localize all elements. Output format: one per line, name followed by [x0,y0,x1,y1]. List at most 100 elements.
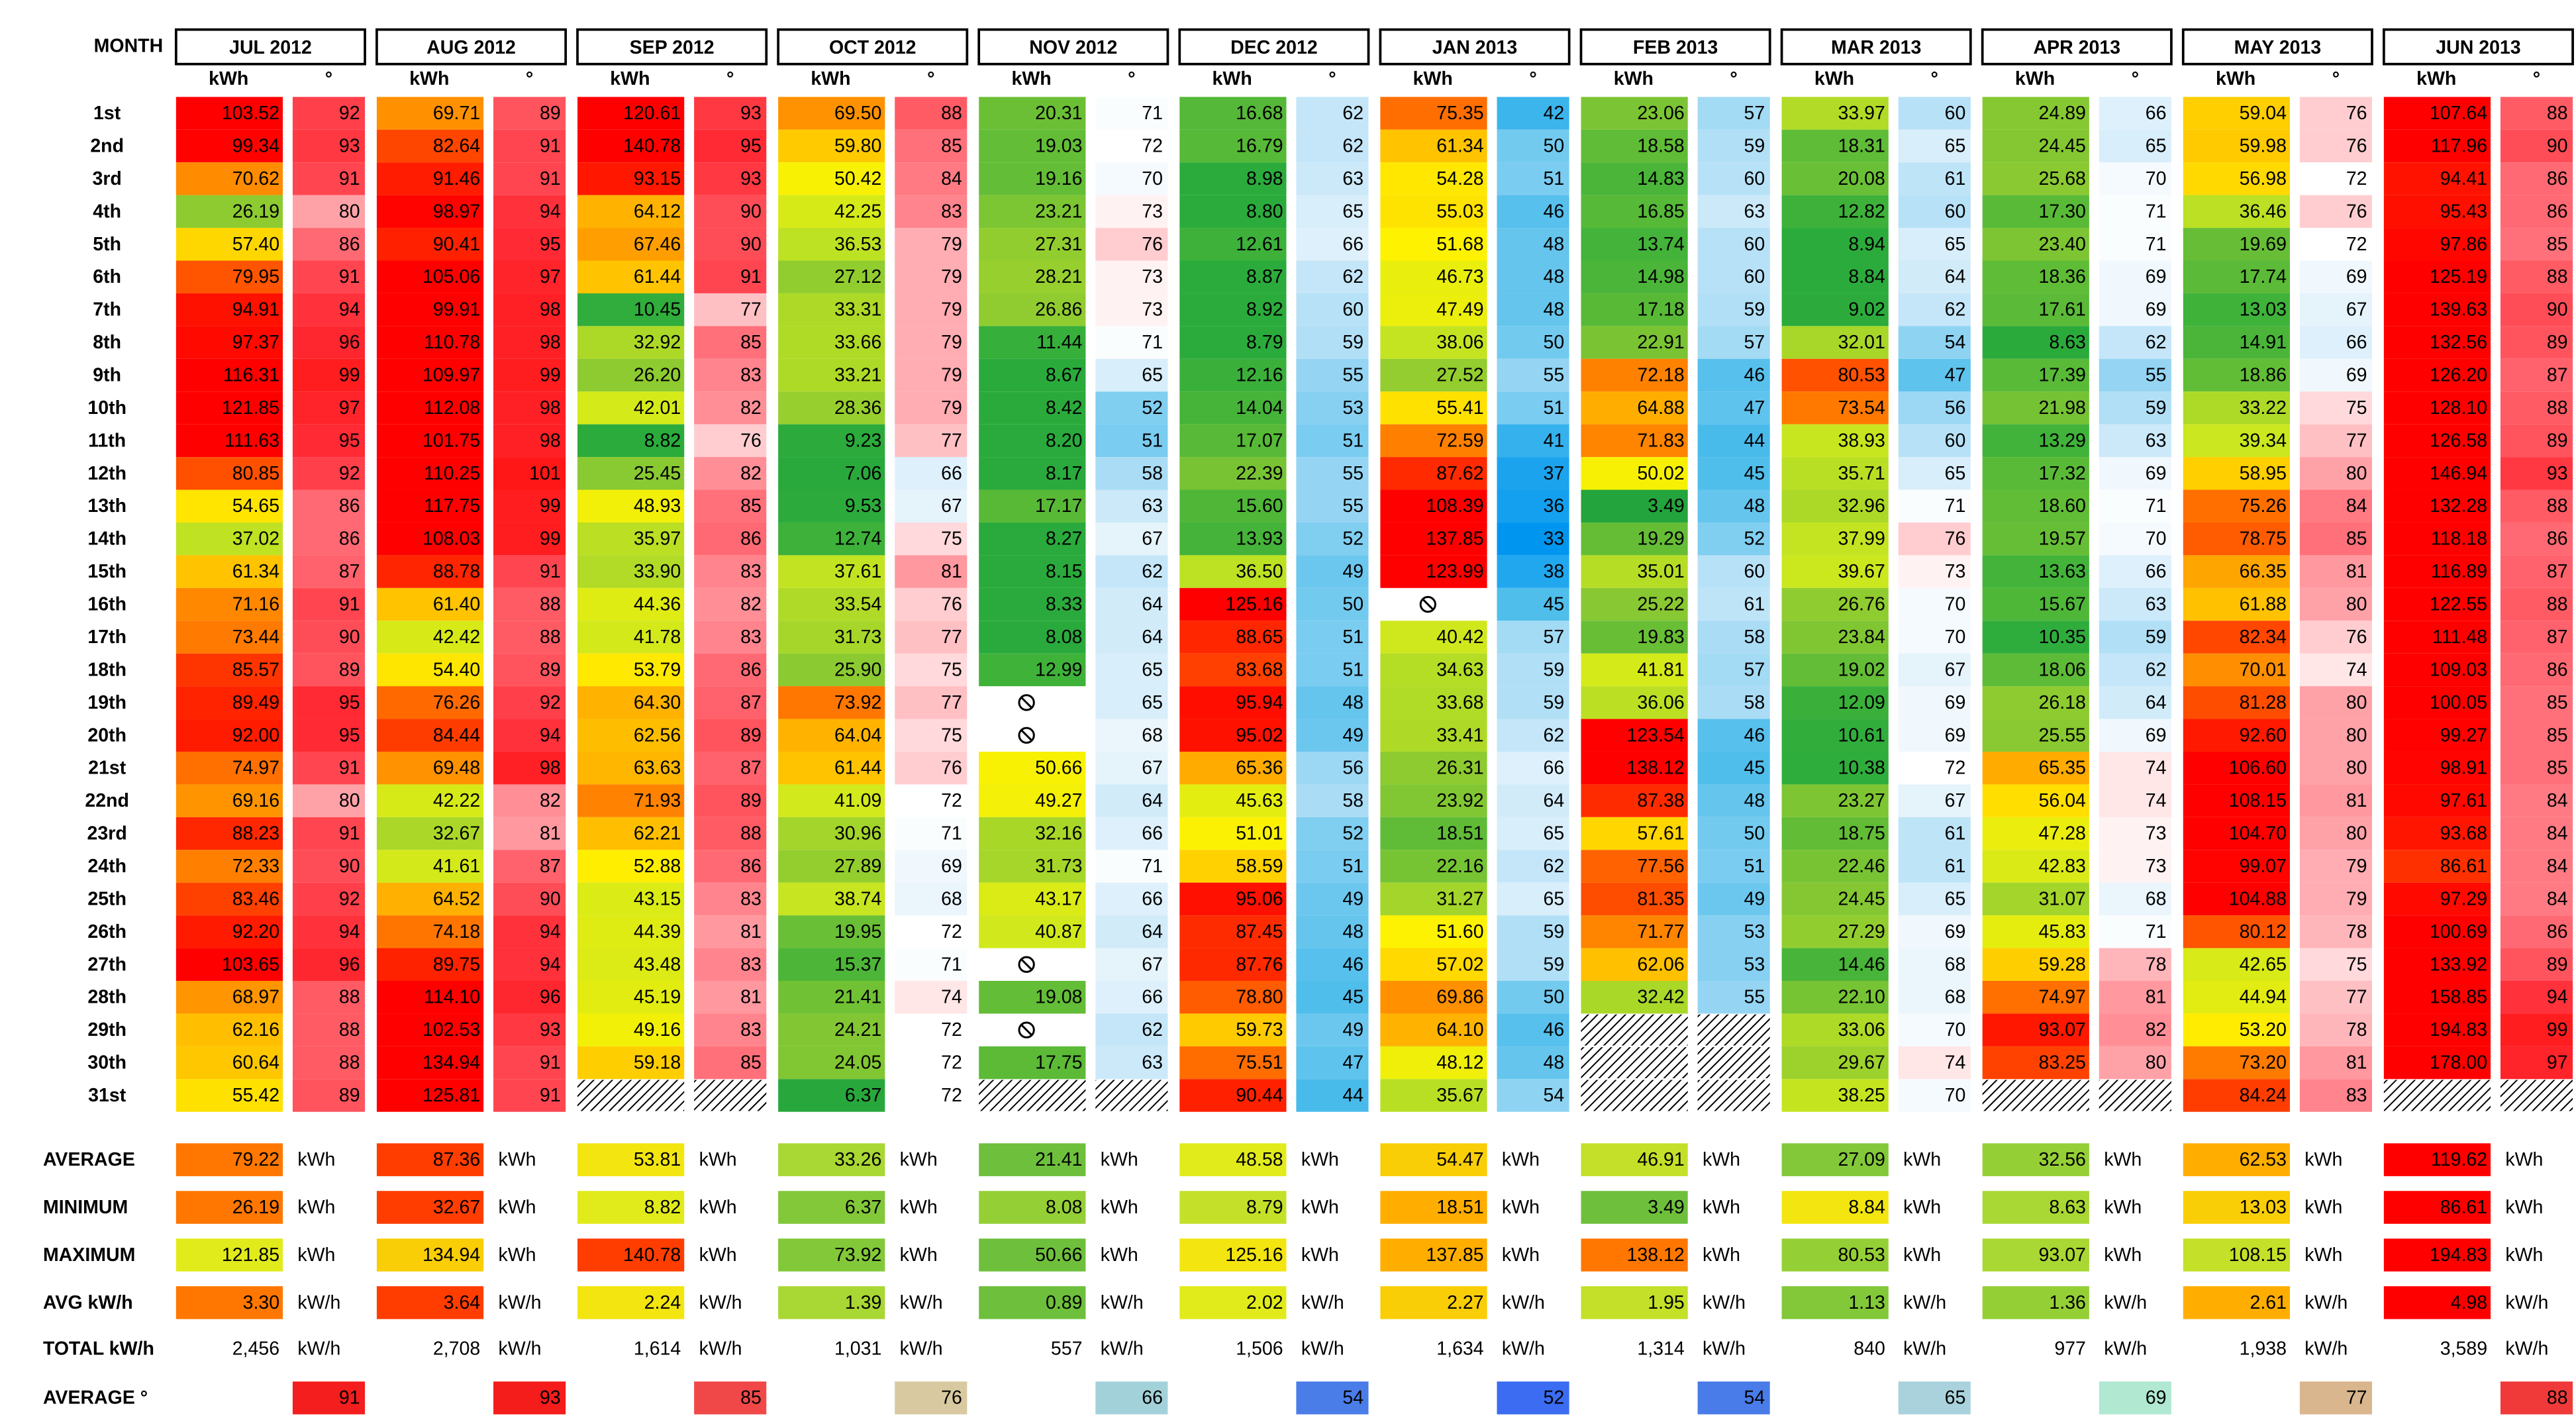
kwh-value: 13.03 [2240,299,2287,321]
temp-cell [2099,555,2171,588]
kwh-cell [979,751,1086,785]
temp-value: 76 [2346,103,2367,124]
temp-cell [1898,882,1971,916]
missing-icon [1018,1021,1035,1038]
kwh-value: 91.46 [433,168,480,189]
temp-value: 88 [941,103,962,124]
temp-cell [2299,489,2372,523]
kwh-value: 76.26 [433,692,480,713]
summary-cell [1781,1143,1889,1176]
kwh-value: 19.16 [1035,168,1082,189]
temp-value: 85 [2547,234,2568,255]
kwh-cell [1581,621,1688,654]
temp-value: 75 [2346,397,2367,419]
temp-cell [895,587,967,621]
temp-value: 60 [1744,561,1765,582]
temp-value: 58 [1142,463,1163,484]
temp-value: 48 [1543,234,1564,255]
temp-cell [493,915,566,948]
temp-value: 83 [740,627,762,648]
hatched-cell [577,1080,685,1111]
temp-value: 67 [2346,299,2367,321]
temp-value: 90 [339,627,360,648]
kwh-cell [175,162,283,195]
temp-value: 92 [540,692,561,713]
kwh-cell [1380,162,1487,195]
kwh-cell [2183,391,2290,425]
temp-cell [292,457,366,490]
temp-value: 87 [2547,561,2568,582]
kwh-cell [175,555,283,588]
kwh-cell [1581,97,1688,130]
temp-value: 50 [1543,135,1564,156]
day-label: 30th [87,1052,126,1074]
kwh-cell [175,326,283,359]
kwh-cell [1781,97,1889,130]
avg-temp-cell [1095,1381,1168,1415]
kwh-value: 12.99 [1035,659,1082,680]
temp-cell [2299,1079,2372,1112]
kwh-value: 31.27 [1436,888,1483,909]
kwh-cell [2383,522,2491,556]
kwh-value: 53.20 [2240,1019,2287,1040]
kwh-value: 17.18 [1637,299,1684,321]
kwh-cell [1781,195,1889,228]
kwh-cell [2183,522,2290,556]
kwh-value: 31.73 [834,627,881,648]
kwh-cell [1781,784,1889,817]
temp-cell [493,784,566,817]
summary-unit: kW/h [2304,1338,2348,1359]
kwh-value: 33.31 [834,299,881,321]
kwh-cell [2183,555,2290,588]
kwh-cell [2183,751,2290,785]
kwh-value: 32.67 [433,823,480,844]
kwh-cell [1179,784,1287,817]
kwh-cell [2383,228,2491,261]
kwh-value: 41.78 [634,627,681,648]
kwh-cell [1581,653,1688,687]
kwh-cell [577,391,685,425]
temp-cell [2099,293,2171,327]
kwh-value: 80.53 [1838,365,1885,386]
summary-unit: kW/h [498,1292,541,1313]
temp-value: 79 [941,234,962,255]
kwh-cell [1179,1079,1287,1112]
summary-value: 1,031 [834,1338,881,1359]
temp-cell [292,326,366,359]
temp-cell [1095,522,1168,556]
kwh-value: 74.97 [2039,987,2086,1008]
temp-value: 58 [1744,627,1765,648]
summary-unit: kW/h [1101,1292,1144,1313]
kwh-cell [778,751,885,785]
kwh-cell [1380,391,1487,425]
kwh-cell [1380,817,1487,850]
temp-cell [2500,817,2573,850]
day-label: 17th [87,627,126,648]
temp-cell [1497,424,1569,458]
temp-value: 72 [941,921,962,942]
temp-cell [2299,195,2372,228]
kwh-cell [778,1013,885,1046]
kwh-cell [577,162,685,195]
kwh-cell [1581,719,1688,752]
kwh-header: kWh [1814,68,1854,89]
kwh-cell [175,980,283,1014]
temp-cell [1095,162,1168,195]
temp-value: 71 [2146,495,2167,517]
kwh-cell [979,587,1086,621]
temp-cell [694,882,767,916]
kwh-value: 40.87 [1035,921,1082,942]
kwh-value: 88.78 [433,561,480,582]
temp-cell [1296,391,1369,425]
kwh-value: 55.03 [1436,201,1483,222]
temp-value: 91 [339,594,360,615]
temp-cell [1095,784,1168,817]
temp-value: 49 [1744,888,1765,909]
temp-cell [895,1046,967,1080]
temp-cell [2500,129,2573,163]
temp-cell [292,293,366,327]
temp-cell [694,424,767,458]
temp-value: 54 [1945,332,1966,353]
kwh-value: 72.59 [1436,430,1483,451]
kwh-value: 22.16 [1436,856,1483,877]
